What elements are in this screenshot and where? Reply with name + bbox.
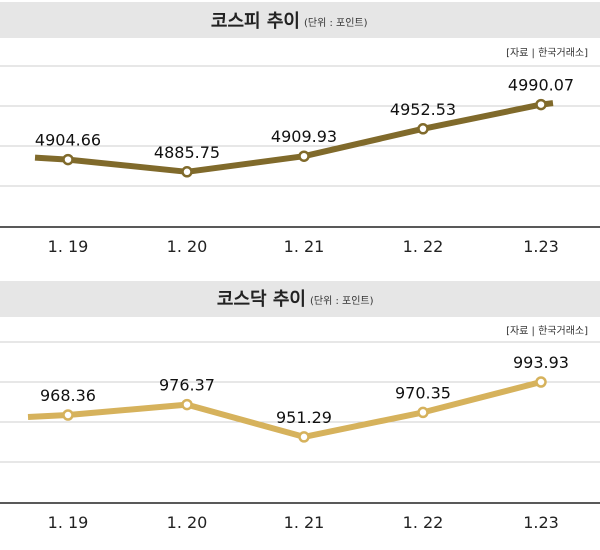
kospi-value-label: 4885.75 <box>154 143 220 162</box>
kosdaq-data-point <box>535 376 547 388</box>
kosdaq-unit: (단위 : 포인트) <box>310 294 374 307</box>
kosdaq-data-point <box>62 409 74 421</box>
kosdaq-value-label: 993.93 <box>513 353 569 372</box>
kospi-marks: 4904.66 4885.75 4909.93 4952.53 4990.07 <box>34 76 574 178</box>
kosdaq-x-tick: 1. 20 <box>167 513 208 532</box>
kosdaq-value-label: 976.37 <box>159 376 215 395</box>
kosdaq-x-tick: 1. 21 <box>284 513 325 532</box>
kosdaq-panel: 코스닥 추이 (단위 : 포인트) [자료 | 한국거래소] 968.36 976… <box>0 281 600 532</box>
kospi-value-label: 4904.66 <box>35 131 101 150</box>
kospi-title: 코스피 추이 <box>211 11 300 32</box>
kospi-value-label: 4952.53 <box>390 100 456 119</box>
kospi-x-tick: 1. 21 <box>284 237 325 256</box>
kosdaq-title: 코스닥 추이 <box>217 289 306 310</box>
kosdaq-value-label: 951.29 <box>276 408 332 427</box>
kospi-data-point <box>298 150 310 162</box>
kospi-data-point <box>181 166 193 178</box>
kosdaq-value-label: 968.36 <box>40 386 96 405</box>
kospi-data-point <box>62 153 74 166</box>
kosdaq-x-tick: 1. 19 <box>48 513 89 532</box>
kosdaq-source: [자료 | 한국거래소] <box>506 325 588 337</box>
kosdaq-x-tick: 1. 22 <box>403 513 444 532</box>
kosdaq-marks: 968.36 976.37 951.29 970.35 993.93 <box>27 353 569 443</box>
kospi-x-tick: 1. 19 <box>48 237 89 256</box>
kospi-value-label: 4990.07 <box>508 76 574 95</box>
kospi-x-tick: 1.23 <box>523 237 559 256</box>
kosdaq-data-point <box>417 406 429 419</box>
kospi-title-band <box>0 2 600 38</box>
kospi-source: [자료 | 한국거래소] <box>506 47 588 59</box>
kosdaq-data-point <box>298 431 310 443</box>
kosdaq-title-band <box>0 281 600 317</box>
kosdaq-data-point <box>181 398 193 411</box>
kosdaq-x-tick: 1.23 <box>523 513 559 532</box>
kospi-x-tick: 1. 22 <box>403 237 444 256</box>
kosdaq-value-label: 970.35 <box>395 383 451 402</box>
kospi-x-tick: 1. 20 <box>167 237 208 256</box>
kospi-panel: 코스피 추이 (단위 : 포인트) [자료 | 한국거래소] 4904.66 48… <box>0 2 600 256</box>
kospi-data-point <box>417 123 429 135</box>
kospi-value-label: 4909.93 <box>271 127 337 146</box>
kospi-unit: (단위 : 포인트) <box>304 16 368 29</box>
kospi-data-point <box>535 98 547 111</box>
